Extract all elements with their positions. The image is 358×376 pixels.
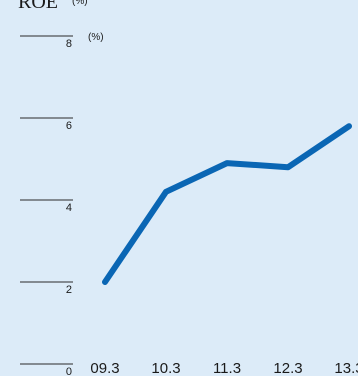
roe-series-line — [102, 123, 352, 285]
y-tick-label-6: 6 — [66, 120, 72, 132]
y-tick-label-8: 8 — [66, 38, 72, 50]
y-tick-label-0: 0 — [66, 366, 72, 376]
chart-title-unit: (%) — [72, 0, 88, 7]
x-label-09.3: 09.3 — [90, 360, 119, 376]
x-label-13.3: 13.3 — [334, 360, 358, 376]
x-label-11.3: 11.3 — [213, 360, 241, 376]
y-tick-lines — [20, 35, 73, 365]
y-tick-label-2: 2 — [66, 284, 72, 296]
y-unit-label: (%) — [88, 32, 104, 43]
y-tick-label-4: 4 — [66, 202, 72, 214]
chart-title: ROE — [18, 0, 58, 13]
x-label-12.3: 12.3 — [273, 360, 302, 376]
x-axis-labels: 09.3 10.3 11.3 12.3 13.3 — [90, 360, 358, 376]
y-tick-labels: 0 2 4 6 8 — [66, 38, 72, 376]
x-label-10.3: 10.3 — [151, 360, 180, 376]
